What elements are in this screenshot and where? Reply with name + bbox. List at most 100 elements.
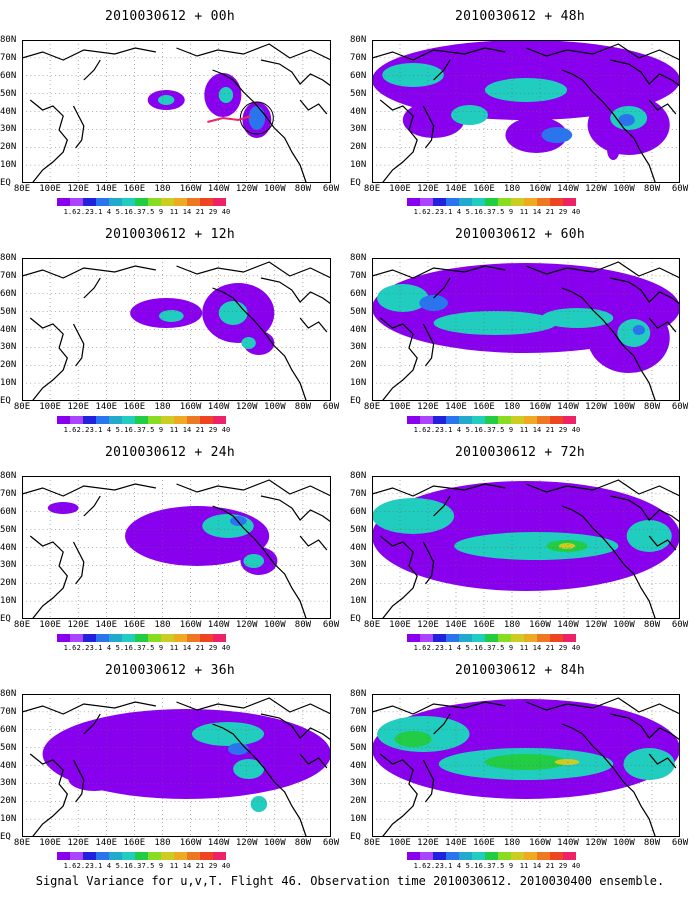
coastline — [29, 99, 69, 183]
colorbar-swatch — [161, 634, 174, 642]
longitude-label: 120W — [585, 620, 607, 630]
colorbar — [407, 416, 576, 424]
colorbar-swatch — [459, 852, 472, 860]
colorbar-label: 3.1 — [89, 862, 103, 870]
colorbar-swatch — [472, 198, 485, 206]
colorbar-swatch — [433, 634, 446, 642]
colorbar-swatch — [161, 198, 174, 206]
colorbar-label: 21 — [195, 426, 205, 434]
forecast-map — [22, 476, 331, 619]
latitude-label: 50N — [0, 742, 17, 753]
colorbar-swatch — [161, 852, 174, 860]
colorbar-swatch — [485, 416, 498, 424]
colorbar-swatch — [537, 198, 550, 206]
coastline — [299, 753, 328, 769]
colorbar-swatch — [472, 416, 485, 424]
longitude-label: 160E — [123, 620, 146, 630]
longitude-label: 140W — [557, 184, 579, 194]
coastline — [610, 59, 680, 87]
latitude-label: 40N — [350, 542, 367, 553]
panel-title: 2010030612 + 84h — [454, 663, 586, 678]
latitude-label: 60N — [0, 70, 17, 81]
colorbar-swatch — [498, 852, 511, 860]
colorbar-label: 6.3 — [478, 426, 492, 434]
colorbar-swatch — [200, 416, 213, 424]
colorbar-label: 9 — [158, 644, 164, 652]
latitude-label: 20N — [0, 796, 17, 807]
longitude-label: 80E — [363, 838, 381, 848]
longitude-label: 60W — [322, 620, 340, 630]
coastline — [379, 753, 418, 837]
map-panel: 2010030612 + 84h 80N 70N 60N 50N 40N 30N 20N 10N… — [350, 654, 690, 870]
variance-region — [218, 301, 248, 325]
latitude-label: 80N — [350, 689, 367, 699]
longitude-label: 180 — [154, 838, 171, 848]
longitude-label: 100E — [39, 184, 61, 194]
longitude-label: 140E — [95, 620, 118, 630]
variance-region — [632, 325, 646, 335]
latitude-label: 50N — [350, 742, 367, 753]
latitude-label: 60N — [350, 506, 367, 517]
colorbar-swatch — [187, 852, 200, 860]
colorbar-swatch — [550, 198, 563, 206]
latitude-label: EQ — [0, 614, 11, 624]
coastline — [648, 535, 677, 551]
colorbar-label: 3.1 — [439, 208, 453, 216]
coastline — [260, 59, 331, 87]
colorbar-label: 11 — [519, 426, 529, 434]
latitude-label: 30N — [0, 124, 17, 135]
map-panel: 2010030612 + 36h 80N 70N 60N 50N 40N 30N 20N 10N… — [0, 654, 340, 870]
panel-title: 2010030612 + 00h — [104, 9, 236, 24]
longitude-label: 120E — [67, 620, 90, 630]
colorbar-swatch — [213, 634, 226, 642]
longitude-label: 120E — [417, 620, 439, 630]
colorbar-label: 5.1 — [115, 644, 129, 652]
colorbar-label: 21 — [195, 208, 205, 216]
coastline — [299, 99, 328, 115]
longitude-label: 160W — [529, 838, 551, 848]
colorbar-swatch — [420, 198, 433, 206]
panel-title: 2010030612 + 36h — [104, 663, 236, 678]
coastline — [561, 69, 656, 183]
map-panel: 2010030612 + 48h 80N 70N 60N 50N 40N 30N 20N 10N… — [350, 0, 690, 216]
colorbar-swatch — [57, 852, 70, 860]
variance-region — [394, 731, 432, 747]
panel-title: 2010030612 + 24h — [104, 445, 236, 460]
coastline — [610, 277, 680, 305]
colorbar-swatch — [135, 852, 148, 860]
latitude-label: 30N — [350, 342, 367, 353]
coastline — [610, 713, 680, 741]
latitude-label: 70N — [0, 488, 17, 499]
latitude-label: 60N — [350, 724, 367, 735]
colorbar-label: 4 — [456, 862, 462, 870]
variance-region — [241, 337, 256, 349]
longitude-label: 80W — [294, 838, 312, 848]
colorbar-label: 1.6 — [63, 644, 77, 652]
colorbar-swatch — [174, 852, 187, 860]
colorbar-swatch — [420, 634, 433, 642]
forecast-map — [372, 476, 680, 619]
colorbar-swatch — [187, 198, 200, 206]
coastline — [83, 277, 101, 299]
longitude-label: 100W — [263, 184, 286, 194]
latitude-label: 20N — [350, 142, 367, 153]
colorbar-label: 4 — [106, 644, 112, 652]
colorbar-swatch — [109, 634, 122, 642]
latitude-label: 70N — [0, 706, 17, 717]
longitude-label: 160W — [179, 838, 202, 848]
colorbar-label: 40 — [571, 862, 581, 870]
variance-region — [558, 543, 576, 549]
coastline — [22, 697, 331, 715]
colorbar-label: 14 — [182, 862, 192, 870]
coastline — [422, 105, 435, 149]
longitude-label: 100W — [613, 184, 635, 194]
colorbar-swatch — [459, 634, 472, 642]
colorbar-label: 7.5 — [491, 644, 505, 652]
colorbar-swatch — [70, 198, 83, 206]
colorbar-label: 21 — [545, 208, 555, 216]
latitude-label: 80N — [350, 471, 367, 481]
forecast-map — [22, 694, 331, 837]
longitude-label: 180 — [503, 838, 521, 848]
variance-region — [158, 310, 184, 322]
coastline — [648, 753, 677, 769]
